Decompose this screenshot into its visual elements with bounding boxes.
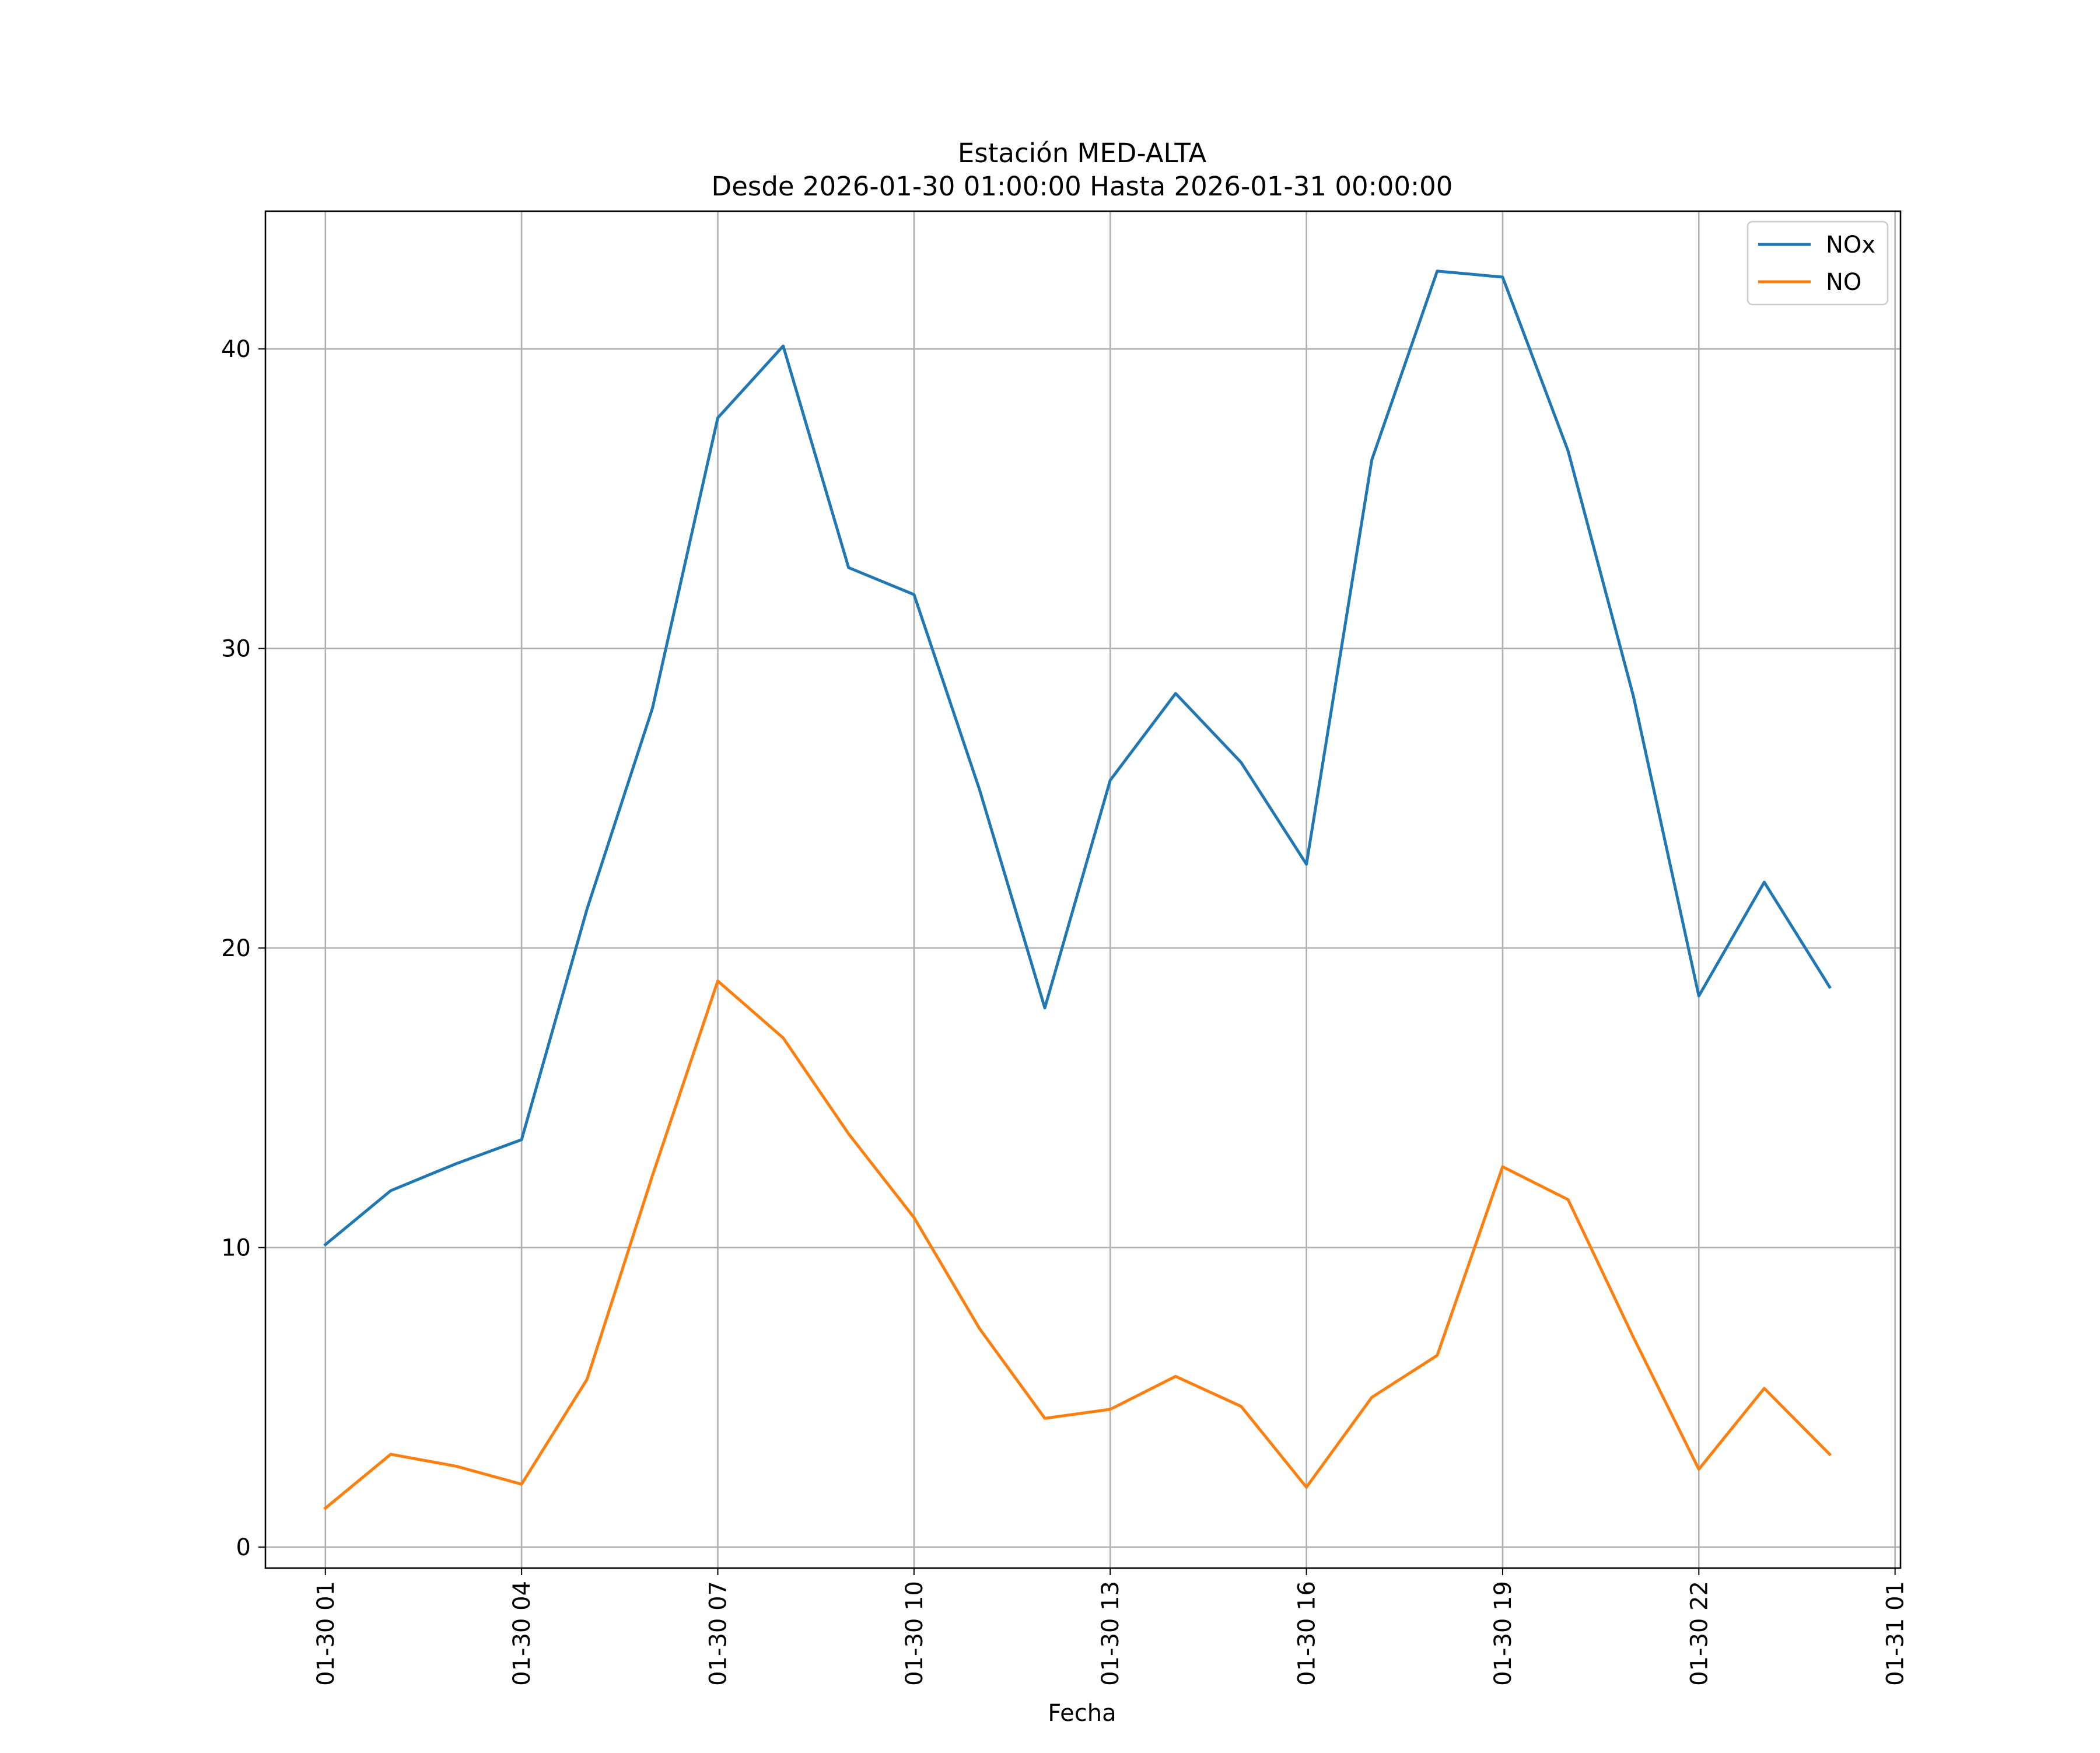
axis-ticks: 01-30 01 01-30 04 01-30 07 01-30 10 01-30 13… bbox=[221, 336, 1909, 1686]
legend-label-nox: NOx bbox=[1826, 232, 1875, 258]
chart-title: Estación MED-ALTA bbox=[958, 138, 1207, 169]
x-axis-label: Fecha bbox=[1048, 1700, 1116, 1727]
x-tick-label: 01-30 13 bbox=[1097, 1581, 1124, 1686]
x-tick-label: 01-30 10 bbox=[901, 1581, 928, 1686]
x-tick-label: 01-30 19 bbox=[1490, 1581, 1517, 1686]
x-tick-label: 01-30 16 bbox=[1294, 1581, 1321, 1686]
y-tick-label: 40 bbox=[221, 336, 251, 363]
y-tick-label: 10 bbox=[221, 1235, 251, 1262]
x-tick-label: 01-30 04 bbox=[509, 1581, 536, 1686]
legend: NOx NO bbox=[1746, 221, 1889, 306]
series-line-no bbox=[323, 979, 1832, 1510]
plot-frame bbox=[264, 210, 1902, 1569]
chart-subtitle: Desde 2026-01-30 01:00:00 Hasta 2026-01-… bbox=[712, 171, 1453, 202]
y-tick-label: 30 bbox=[221, 636, 251, 663]
x-tick-label: 01-30 07 bbox=[705, 1581, 732, 1686]
series-line-nox bbox=[323, 270, 1832, 1247]
series-lines bbox=[323, 270, 1832, 1510]
x-tick-label: 01-31 01 bbox=[1882, 1581, 1909, 1686]
legend-label-no: NO bbox=[1826, 269, 1861, 296]
legend-box bbox=[1746, 221, 1889, 306]
y-tick-label: 20 bbox=[221, 935, 251, 962]
y-tick-label: 0 bbox=[236, 1534, 251, 1561]
grid bbox=[265, 211, 1901, 1568]
x-tick-label: 01-30 01 bbox=[313, 1581, 340, 1686]
x-tick-label: 01-30 22 bbox=[1686, 1581, 1713, 1686]
